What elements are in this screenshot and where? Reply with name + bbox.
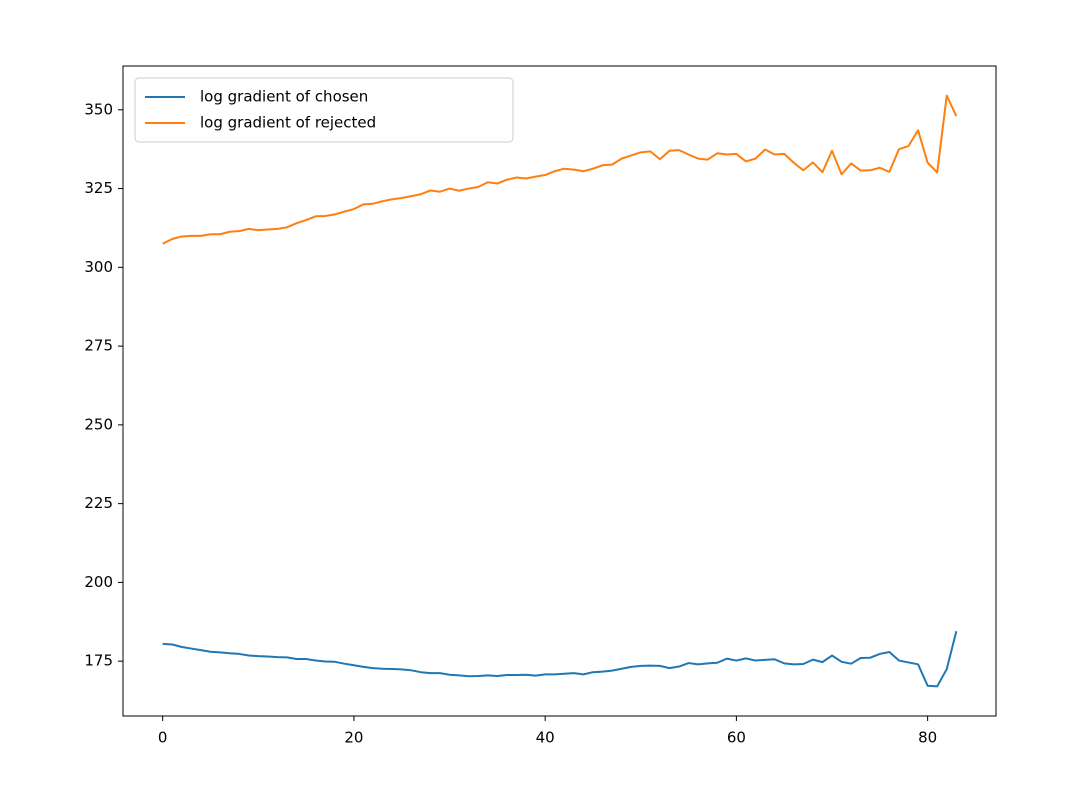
series-line bbox=[162, 94, 958, 245]
y-tick-label: 350 bbox=[84, 100, 113, 118]
y-tick-label: 225 bbox=[84, 494, 113, 512]
legend-label: log gradient of chosen bbox=[200, 88, 368, 106]
legend: log gradient of chosen log gradient of re… bbox=[134, 77, 514, 143]
legend-box bbox=[134, 77, 514, 143]
y-tick-label: 325 bbox=[84, 179, 113, 197]
y-tick-label: 250 bbox=[84, 415, 113, 433]
y-tick-label: 300 bbox=[84, 258, 113, 276]
y-tick-label: 275 bbox=[84, 337, 113, 355]
x-tick-label: 20 bbox=[344, 729, 363, 747]
series-line bbox=[162, 630, 958, 688]
x-tick-label: 60 bbox=[727, 729, 746, 747]
x-tick-label: 0 bbox=[158, 729, 168, 747]
plot-frame bbox=[122, 65, 997, 717]
y-tick-label: 200 bbox=[84, 573, 113, 591]
y-tick-label: 175 bbox=[84, 652, 113, 670]
x-tick-label: 80 bbox=[918, 729, 937, 747]
x-tick-label: 40 bbox=[536, 729, 555, 747]
legend-label: log gradient of rejected bbox=[200, 114, 376, 132]
